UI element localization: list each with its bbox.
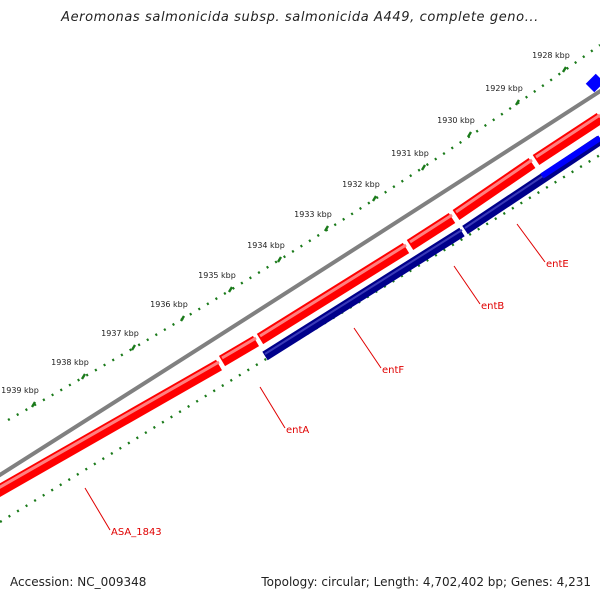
tick-label: 1939 kbp — [1, 386, 39, 395]
gene-enta[interactable] — [218, 335, 260, 367]
major-tick — [30, 401, 37, 408]
tick-label: 1928 kbp — [532, 51, 570, 60]
gene-label-entf[interactable]: entF — [382, 365, 404, 376]
major-tick — [276, 256, 283, 263]
gene-top-right-blue[interactable] — [585, 73, 600, 93]
reverse-strand-genes — [262, 73, 600, 361]
major-tick — [227, 286, 234, 293]
inner-tick-ring — [0, 153, 600, 524]
gene-label-ente[interactable]: entE — [546, 259, 569, 270]
outer-tick-ring — [7, 44, 600, 422]
gene-label-enta[interactable]: entA — [286, 425, 309, 436]
major-tick — [130, 344, 137, 351]
major-tick — [80, 373, 87, 380]
gene-label-leaders — [84, 223, 546, 531]
gene-asa-1843[interactable] — [0, 359, 222, 498]
tick-label: 1929 kbp — [485, 84, 523, 93]
accession-text: Accession: NC_009348 — [10, 575, 147, 589]
tick-label: 1930 kbp — [437, 116, 475, 125]
gene-ente-highlight[interactable] — [540, 135, 600, 179]
backbone — [0, 88, 600, 478]
tick-label: 1935 kbp — [198, 271, 236, 280]
gene-labels: entE entB entF entA ASA_1843 — [111, 259, 569, 538]
gene-entb-forward[interactable] — [406, 212, 456, 251]
tick-label: 1937 kbp — [101, 329, 139, 338]
tick-label: 1931 kbp — [391, 149, 429, 158]
gene-entf[interactable] — [262, 227, 465, 361]
tick-label: 1932 kbp — [342, 180, 380, 189]
gene-next-forward[interactable] — [532, 112, 600, 166]
tick-labels: 1928 kbp 1929 kbp 1930 kbp 1931 kbp 1932 kbp… — [1, 51, 570, 395]
tick-label: 1934 kbp — [247, 241, 285, 250]
gene-entf-forward[interactable] — [256, 242, 410, 345]
major-tick — [561, 66, 568, 73]
tick-label: 1938 kbp — [51, 358, 89, 367]
forward-strand-genes — [0, 112, 600, 498]
map-title: Aeromonas salmonicida subsp. salmonicida… — [61, 10, 539, 25]
genome-summary-text: Topology: circular; Length: 4,702,402 bp… — [261, 575, 591, 589]
gene-label-asa-1843[interactable]: ASA_1843 — [111, 527, 162, 538]
tick-label: 1933 kbp — [294, 210, 332, 219]
major-tick-marks — [30, 66, 568, 408]
major-tick — [466, 131, 473, 138]
gene-ente-forward[interactable] — [452, 158, 536, 220]
major-tick — [514, 99, 521, 106]
gene-label-entb[interactable]: entB — [481, 301, 504, 312]
major-tick — [323, 225, 330, 232]
major-tick — [420, 164, 427, 171]
tick-label: 1936 kbp — [150, 300, 188, 309]
major-tick — [179, 315, 186, 322]
major-tick — [371, 195, 378, 202]
